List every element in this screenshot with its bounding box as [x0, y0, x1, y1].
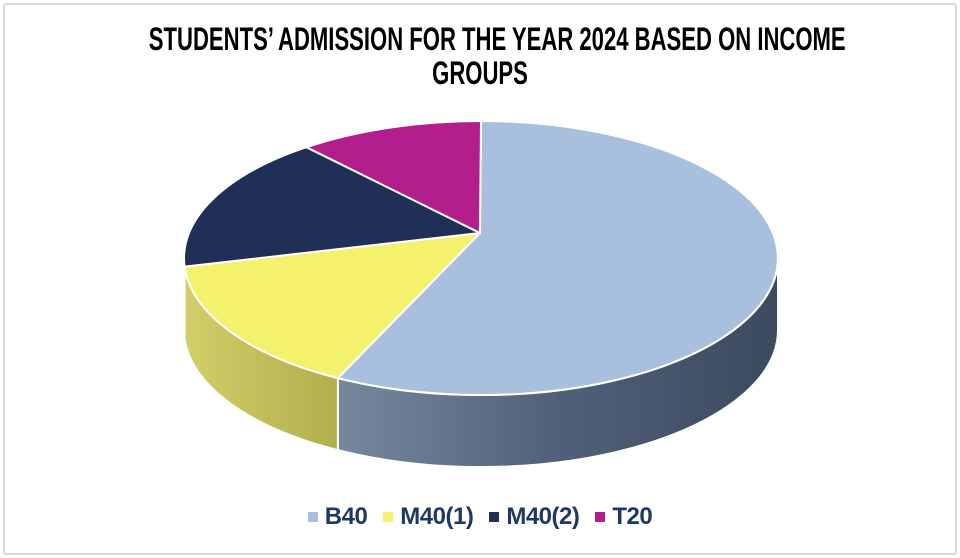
legend-swatch-b40	[307, 512, 318, 522]
legend-label-b40: B40	[324, 503, 368, 530]
legend-label-m40-1: M40(1)	[400, 503, 474, 530]
legend-item-m40-1: M40(1)	[383, 503, 474, 531]
legend-item-m40-2: M40(2)	[489, 503, 580, 531]
legend-item-b40: B40	[307, 503, 368, 531]
pie-slice-m40-1	[183, 232, 481, 380]
legend: B40 M40(1) M40(2) T20	[0, 503, 960, 531]
chart-title-line1: STUDENTS’ ADMISSION FOR THE YEAR 2024 BA…	[148, 21, 846, 57]
legend-swatch-m40-1	[383, 512, 394, 522]
chart-title-line2: GROUPS	[432, 55, 528, 91]
pie-slice-m40-2	[183, 146, 481, 268]
legend-label-m40-2: M40(2)	[506, 503, 580, 530]
pie-top-slices	[183, 120, 779, 396]
legend-label-t20: T20	[612, 503, 653, 530]
legend-item-t20: T20	[595, 503, 653, 531]
pie-slice-t20	[305, 120, 482, 234]
chart-title: STUDENTS’ ADMISSION FOR THE YEAR 2024 BA…	[148, 21, 846, 91]
legend-swatch-m40-2	[489, 512, 500, 522]
legend-swatch-t20	[595, 512, 606, 522]
pie-slice-b40	[336, 120, 779, 396]
